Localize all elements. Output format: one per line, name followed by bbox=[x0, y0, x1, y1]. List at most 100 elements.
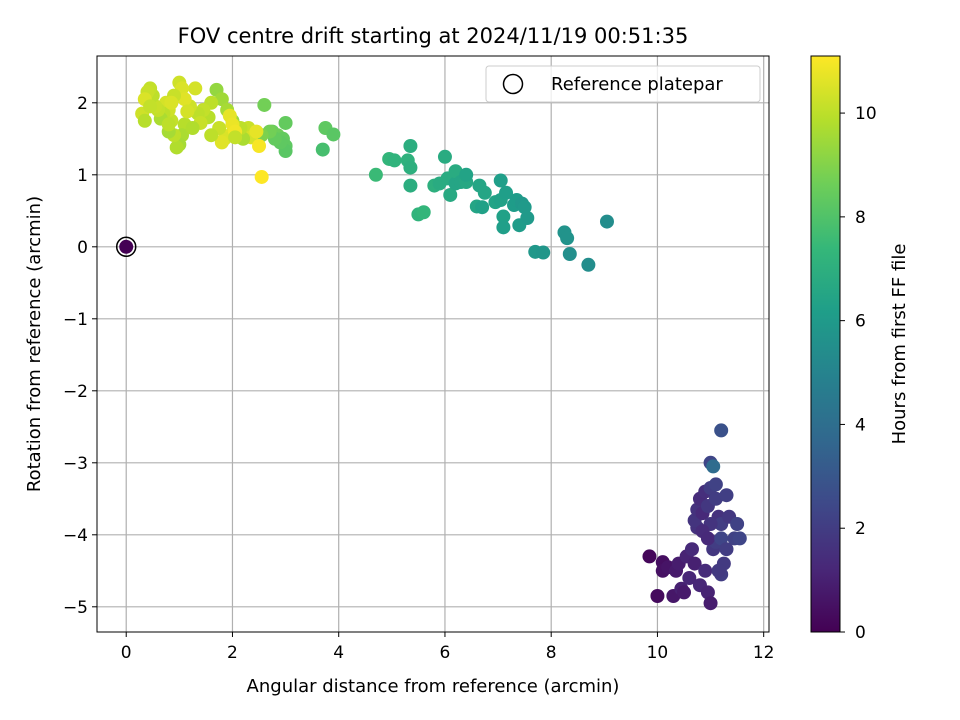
colorbar-tick-label: 8 bbox=[855, 208, 866, 228]
x-tick-label: 12 bbox=[753, 643, 775, 663]
colorbar-tick-label: 2 bbox=[855, 519, 866, 539]
data-point bbox=[687, 556, 702, 571]
colorbar-tick-label: 6 bbox=[855, 312, 866, 332]
colorbar-tick-label: 0 bbox=[855, 623, 866, 643]
data-point bbox=[437, 149, 452, 164]
data-point bbox=[368, 167, 383, 182]
y-tick-label: −2 bbox=[63, 382, 88, 402]
data-point bbox=[278, 115, 293, 130]
x-tick-label: 8 bbox=[546, 643, 557, 663]
data-point bbox=[161, 117, 176, 132]
data-point bbox=[416, 205, 431, 220]
data-point bbox=[562, 247, 577, 261]
data-point bbox=[642, 549, 657, 564]
colorbar-tick-label: 10 bbox=[855, 104, 877, 124]
data-point bbox=[711, 563, 726, 578]
data-point bbox=[684, 542, 699, 557]
data-point bbox=[257, 97, 272, 112]
legend-box bbox=[485, 65, 761, 103]
y-axis-ticks: 2 1 0 −1 −2 −3 −4 −5 bbox=[63, 94, 97, 618]
data-point bbox=[496, 220, 511, 235]
x-tick-label: 6 bbox=[440, 643, 451, 663]
y-tick-label: −4 bbox=[63, 526, 88, 546]
reference-platepar-marker bbox=[115, 236, 137, 258]
data-point bbox=[493, 173, 508, 188]
data-point bbox=[315, 142, 330, 157]
data-point bbox=[214, 92, 229, 107]
colorbar-tick-label: 4 bbox=[855, 415, 866, 435]
data-point bbox=[137, 113, 152, 128]
data-point bbox=[698, 563, 713, 578]
data-point bbox=[326, 127, 341, 142]
data-point bbox=[143, 99, 158, 114]
data-point bbox=[403, 178, 418, 193]
x-tick-label: 0 bbox=[121, 643, 132, 663]
data-point bbox=[536, 245, 551, 260]
data-point bbox=[443, 187, 458, 202]
data-point bbox=[732, 531, 747, 546]
y-axis-label: Rotation from reference (arcmin) bbox=[24, 196, 45, 492]
data-point bbox=[730, 517, 745, 531]
data-point bbox=[714, 531, 729, 546]
data-point bbox=[708, 477, 723, 492]
x-tick-label: 10 bbox=[647, 643, 669, 663]
data-point bbox=[477, 185, 492, 200]
data-point bbox=[714, 423, 729, 438]
colorbar-ticks: 0 2 4 6 8 10 bbox=[840, 104, 877, 643]
data-point bbox=[719, 542, 734, 557]
data-point bbox=[475, 200, 490, 215]
data-point bbox=[249, 124, 264, 139]
chart-title: FOV centre drift starting at 2024/11/19 … bbox=[178, 24, 689, 48]
legend: Reference platepar bbox=[485, 65, 761, 103]
data-point bbox=[499, 185, 514, 200]
data-point bbox=[700, 531, 715, 546]
data-point bbox=[520, 211, 535, 225]
data-point bbox=[650, 589, 665, 603]
data-point bbox=[164, 95, 179, 110]
reference-marker bbox=[115, 236, 137, 258]
plot-frame bbox=[96, 55, 770, 633]
legend-label: Reference platepar bbox=[551, 74, 723, 95]
data-point bbox=[387, 153, 402, 168]
data-point bbox=[496, 209, 511, 224]
data-point bbox=[169, 140, 184, 155]
data-point bbox=[204, 128, 219, 143]
data-points bbox=[119, 75, 747, 611]
y-tick-label: −1 bbox=[63, 310, 88, 330]
data-point bbox=[706, 459, 721, 474]
colorbar bbox=[810, 55, 841, 633]
data-point bbox=[703, 596, 718, 611]
y-tick-label: 1 bbox=[77, 166, 88, 186]
y-tick-label: −3 bbox=[63, 454, 88, 474]
data-point bbox=[119, 239, 134, 254]
data-point bbox=[403, 160, 418, 175]
data-point bbox=[677, 585, 692, 600]
data-point bbox=[581, 257, 596, 272]
legend-marker bbox=[502, 73, 524, 95]
x-axis-label: Angular distance from reference (arcmin) bbox=[247, 676, 620, 697]
data-point bbox=[700, 585, 715, 600]
x-axis-ticks: 0 2 4 6 8 10 12 bbox=[121, 632, 775, 663]
data-point bbox=[228, 130, 243, 145]
data-point bbox=[459, 167, 474, 182]
x-tick-label: 4 bbox=[333, 643, 344, 663]
data-point bbox=[448, 164, 463, 179]
y-tick-label: −5 bbox=[63, 598, 88, 618]
y-tick-label: 2 bbox=[77, 94, 88, 114]
colorbar-label: Hours from first FF file bbox=[889, 244, 910, 445]
data-point bbox=[254, 169, 269, 184]
data-point bbox=[177, 92, 192, 107]
x-tick-label: 2 bbox=[227, 643, 238, 663]
data-point bbox=[719, 488, 734, 503]
y-tick-label: 0 bbox=[77, 238, 88, 258]
grid bbox=[97, 56, 769, 632]
data-point bbox=[214, 135, 229, 150]
data-point bbox=[188, 81, 203, 96]
data-point bbox=[517, 200, 532, 215]
data-point bbox=[708, 491, 723, 506]
data-point bbox=[252, 139, 267, 153]
data-point bbox=[599, 214, 614, 229]
data-point bbox=[403, 139, 418, 153]
data-point bbox=[180, 104, 195, 119]
